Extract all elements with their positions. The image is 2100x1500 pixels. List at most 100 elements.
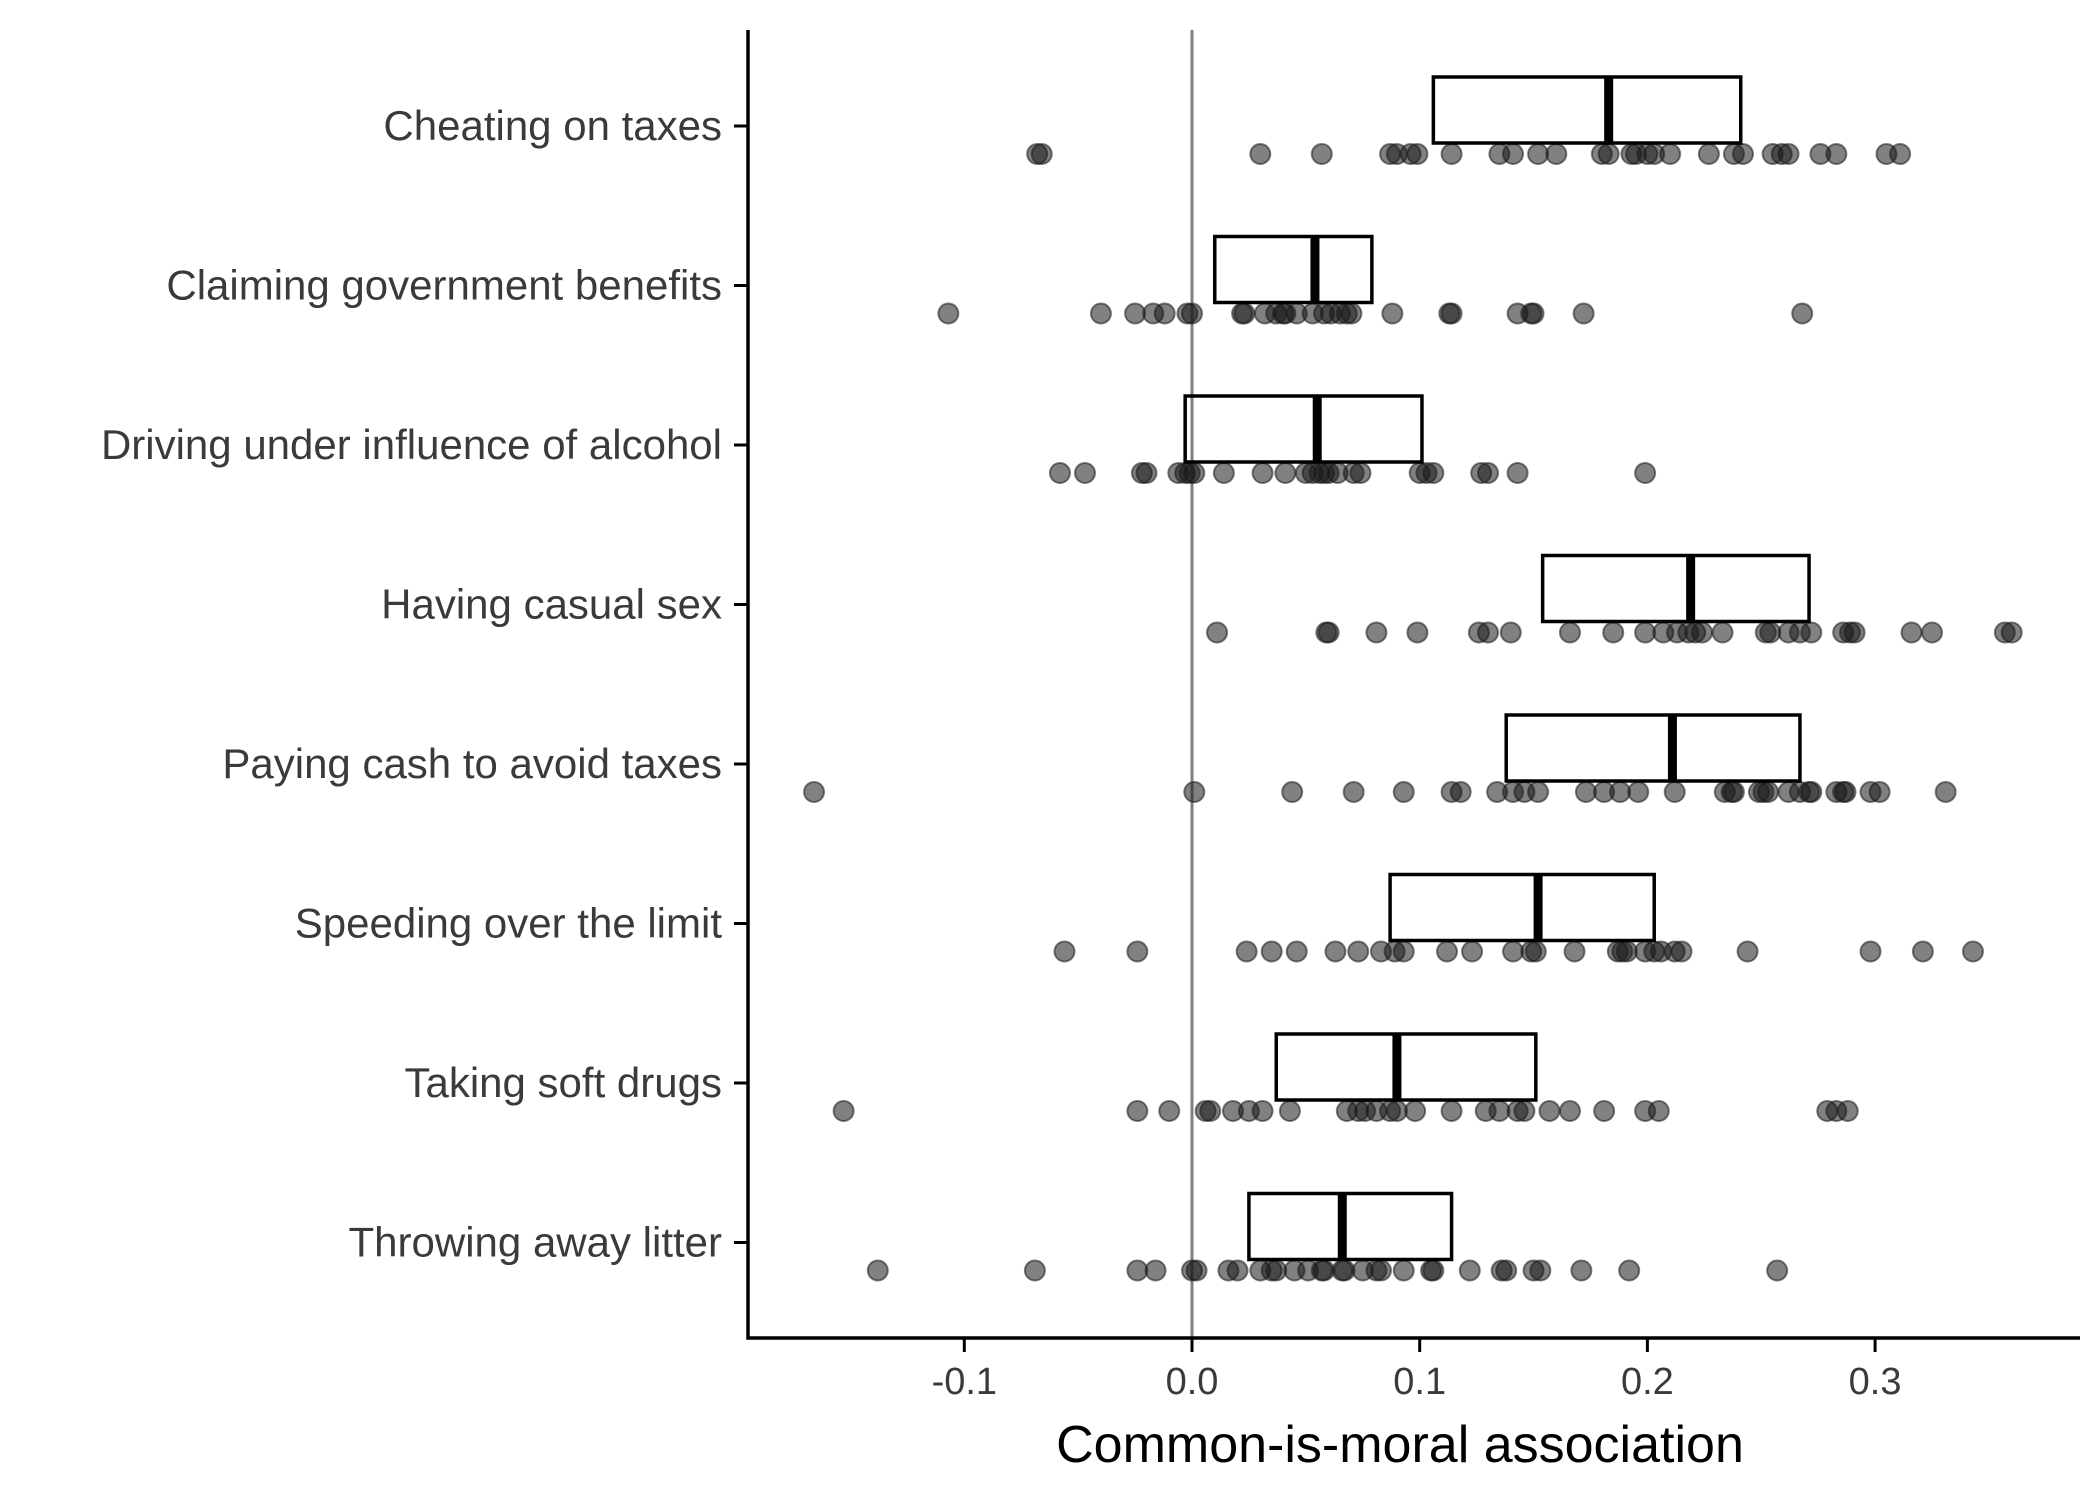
data-point: [1477, 621, 1499, 644]
x-tick-label: 0.3: [1849, 1361, 1902, 1403]
data-point: [1558, 1100, 1581, 1122]
data-point: [1800, 781, 1823, 803]
data-point: [1440, 1100, 1463, 1122]
data-point: [1572, 302, 1595, 325]
data-point: [1859, 940, 1882, 963]
data-point: [1570, 1259, 1593, 1282]
data-point: [1766, 1259, 1789, 1282]
data-point: [1158, 1100, 1181, 1122]
data-point: [1777, 143, 1800, 165]
data-point: [1736, 940, 1759, 963]
data-point: [1422, 1259, 1445, 1282]
data-point: [1597, 143, 1620, 165]
data-point: [1670, 940, 1693, 963]
data-point: [832, 1100, 855, 1122]
data-point: [1495, 1259, 1518, 1282]
axes-layer: [734, 30, 2080, 1352]
x-axis-title: Common-is-moral association: [1056, 1416, 1744, 1474]
data-point: [1233, 302, 1256, 325]
data-point: [1089, 302, 1112, 325]
data-point: [1921, 621, 1943, 644]
data-point: [1073, 462, 1096, 484]
data-point: [937, 302, 960, 325]
data-point: [1522, 302, 1545, 325]
data-point: [1527, 143, 1550, 165]
data-point: [1310, 143, 1333, 165]
data-point: [1053, 940, 1076, 963]
data-point: [1126, 1100, 1149, 1122]
box-iqr: [1213, 234, 1374, 305]
y-tick-label: Paying cash to avoid taxes: [222, 740, 722, 787]
box-iqr: [1540, 553, 1811, 624]
x-tick-label: -0.1: [932, 1361, 997, 1403]
data-point: [1365, 621, 1388, 644]
data-point: [1711, 621, 1734, 644]
data-point: [1260, 940, 1283, 963]
data-point: [1934, 781, 1957, 803]
data-point: [1385, 1100, 1408, 1122]
y-tick-label: Having casual sex: [381, 581, 722, 628]
data-point: [1449, 781, 1472, 803]
data-point: [1825, 143, 1848, 165]
data-point: [1181, 302, 1203, 325]
data-point: [1634, 462, 1657, 484]
data-point: [1691, 621, 1714, 644]
data-point: [1647, 1100, 1670, 1122]
data-point: [1868, 781, 1891, 803]
box-iqr: [1388, 872, 1656, 943]
data-point: [1488, 1100, 1511, 1122]
data-point: [1513, 1100, 1536, 1122]
y-tick-label: Driving under influence of alcohol: [101, 421, 722, 468]
data-point: [1663, 781, 1686, 803]
data-point: [1499, 621, 1522, 644]
x-tick-label: 0.2: [1621, 1361, 1674, 1403]
data-point: [1206, 621, 1229, 644]
data-point: [1278, 1100, 1301, 1122]
x-tick-label: 0.1: [1393, 1361, 1446, 1403]
data-point: [1392, 781, 1415, 803]
data-point: [1529, 1259, 1552, 1282]
data-point: [1563, 940, 1586, 963]
data-point: [1627, 781, 1650, 803]
data-point: [1759, 621, 1782, 644]
data-point: [1342, 781, 1365, 803]
data-point: [1023, 1259, 1046, 1282]
box-iqr: [1183, 394, 1424, 464]
data-point: [2000, 621, 2023, 644]
data-point: [1697, 143, 1720, 165]
boxes-layer: [1183, 75, 1811, 1262]
data-point: [1574, 781, 1597, 803]
data-point: [1126, 1259, 1149, 1282]
data-point: [1281, 781, 1304, 803]
data-point: [1634, 621, 1657, 644]
y-tick-label: Speeding over the limit: [295, 900, 723, 947]
labels-layer: Cheating on taxes Claiming government ben…: [101, 102, 1902, 1403]
data-point: [1324, 940, 1347, 963]
data-point: [1422, 462, 1445, 484]
data-point: [1183, 462, 1206, 484]
data-point: [1843, 621, 1866, 644]
data-point: [1251, 1100, 1274, 1122]
y-tick-label: Taking soft drugs: [404, 1059, 722, 1106]
data-point: [1757, 781, 1780, 803]
data-point: [1212, 462, 1235, 484]
data-point: [1593, 1100, 1616, 1122]
data-point: [1527, 781, 1550, 803]
data-point: [1381, 302, 1404, 325]
data-point: [1183, 781, 1206, 803]
data-point: [1834, 781, 1857, 803]
data-point: [1722, 781, 1745, 803]
data-point: [1800, 621, 1823, 644]
data-point: [1732, 143, 1755, 165]
data-point: [1558, 621, 1581, 644]
data-point: [1251, 462, 1274, 484]
data-point: [1615, 940, 1638, 963]
data-point: [1392, 940, 1415, 963]
data-point: [1030, 143, 1053, 165]
box-iqr: [1274, 1032, 1538, 1102]
data-point: [1538, 1100, 1561, 1122]
data-point: [1317, 621, 1340, 644]
data-point: [1313, 1259, 1336, 1282]
data-point: [1440, 143, 1463, 165]
